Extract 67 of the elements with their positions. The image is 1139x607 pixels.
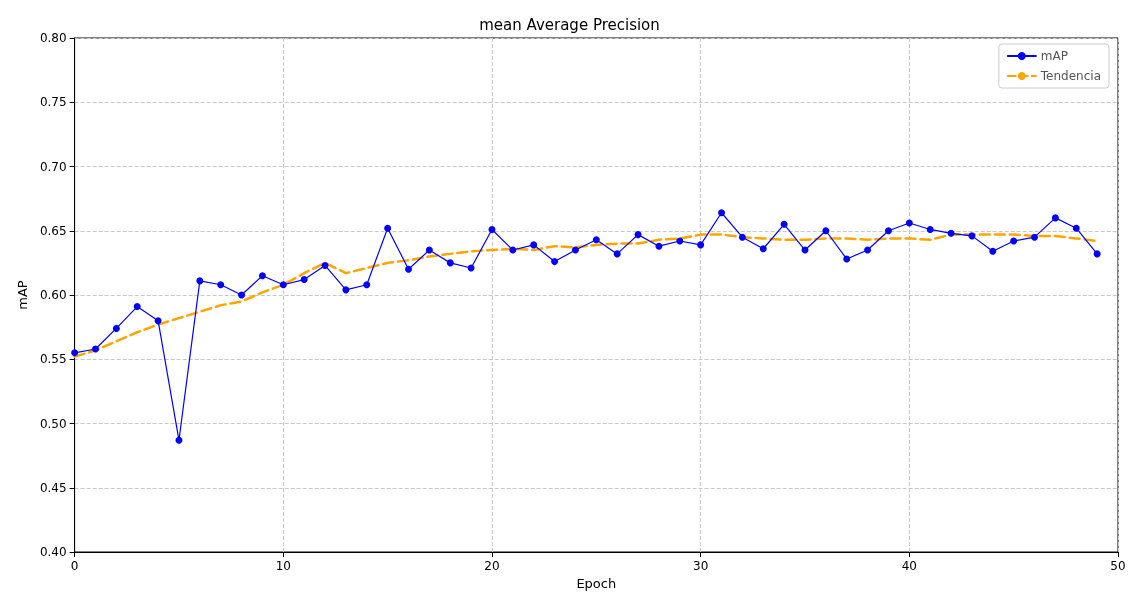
- point: [175, 436, 183, 444]
- point: [1072, 224, 1080, 232]
- point: [613, 250, 621, 258]
- point: [425, 246, 433, 254]
- point: [676, 237, 684, 245]
- point: [947, 229, 955, 237]
- point: [571, 246, 579, 254]
- point: [1010, 237, 1018, 245]
- point: [363, 281, 371, 289]
- point: [258, 272, 266, 280]
- x-tick-label: 40: [901, 559, 917, 573]
- x-tick-label: 20: [484, 559, 500, 573]
- x-axis-title: Epoch: [576, 575, 617, 591]
- point: [905, 219, 913, 227]
- point: [71, 349, 79, 357]
- chart-title: mean Average Precision: [479, 15, 660, 34]
- x-tick-label: 10: [275, 559, 291, 573]
- point: [655, 242, 663, 250]
- point: [488, 225, 496, 233]
- y-tick-label: 0.65: [39, 223, 67, 238]
- legend-label: Tendencia: [1039, 69, 1101, 83]
- point: [112, 324, 120, 332]
- point: [697, 241, 705, 249]
- y-tick-label: 0.40: [39, 545, 67, 559]
- x-tick-label: 0: [70, 559, 79, 573]
- point: [780, 220, 788, 228]
- y-axis-title: mAP: [15, 280, 30, 310]
- point: [300, 276, 308, 284]
- point: [926, 225, 934, 233]
- point: [321, 261, 329, 269]
- point: [154, 317, 162, 325]
- point: [91, 345, 99, 353]
- point: [1093, 250, 1101, 258]
- point: [989, 247, 997, 255]
- point: [592, 236, 600, 244]
- point: [843, 255, 851, 263]
- y-tick-label: 0.75: [39, 95, 67, 110]
- point: [551, 258, 559, 266]
- x-tick-label: 30: [693, 559, 709, 573]
- y-tick-label: 0.70: [39, 159, 67, 174]
- x-tick-label: 50: [1110, 559, 1126, 573]
- y-tick-label: 0.60: [39, 288, 67, 302]
- point: [238, 291, 246, 299]
- point: [384, 224, 392, 232]
- point: [1051, 214, 1059, 222]
- legend-label: mAP: [1040, 49, 1068, 63]
- point: [822, 227, 830, 235]
- y-tick-label: 0.45: [39, 480, 67, 495]
- y-tick-label: 0.80: [39, 31, 67, 45]
- point: [634, 231, 642, 239]
- point: [405, 265, 412, 273]
- y-tick-label: 0.55: [39, 352, 67, 367]
- y-tick-label: 0.50: [39, 416, 67, 431]
- point: [342, 286, 350, 294]
- point: [133, 303, 141, 311]
- point: [1031, 233, 1039, 241]
- point: [718, 209, 726, 217]
- point: [196, 277, 204, 285]
- point: [446, 259, 454, 267]
- point: [217, 281, 225, 289]
- point: [864, 246, 872, 254]
- point: [884, 227, 892, 235]
- point: [738, 233, 746, 241]
- point: [759, 245, 767, 253]
- point: [279, 281, 287, 289]
- point: [530, 241, 538, 249]
- point: [968, 232, 976, 240]
